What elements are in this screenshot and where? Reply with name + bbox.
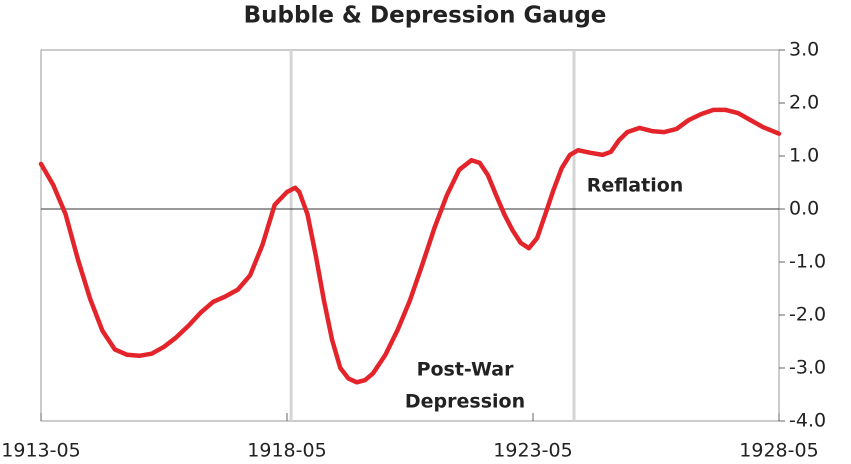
y-tick-label: -3.0 [789,357,826,379]
chart-title: Bubble & Depression Gauge [244,3,607,29]
x-tick-label: 1918-05 [247,440,326,462]
y-tick-label: 2.0 [789,92,819,114]
y-tick-label: 0.0 [789,198,819,220]
y-tick-label: -2.0 [789,304,826,326]
x-tick-label: 1923-05 [493,440,572,462]
y-tick-label: -4.0 [789,410,826,432]
x-tick-label: 1928-05 [739,440,818,462]
x-tick-label: 1913-05 [1,440,80,462]
y-tick-label: -1.0 [789,251,826,273]
annotation: Reflation [587,175,684,197]
plot-frame [40,49,780,422]
annotation: Depression [405,391,525,413]
data-line [38,107,782,385]
annotation: Post-War [417,359,515,381]
y-tick-label: 3.0 [789,39,819,61]
y-tick-label: 1.0 [789,145,819,167]
